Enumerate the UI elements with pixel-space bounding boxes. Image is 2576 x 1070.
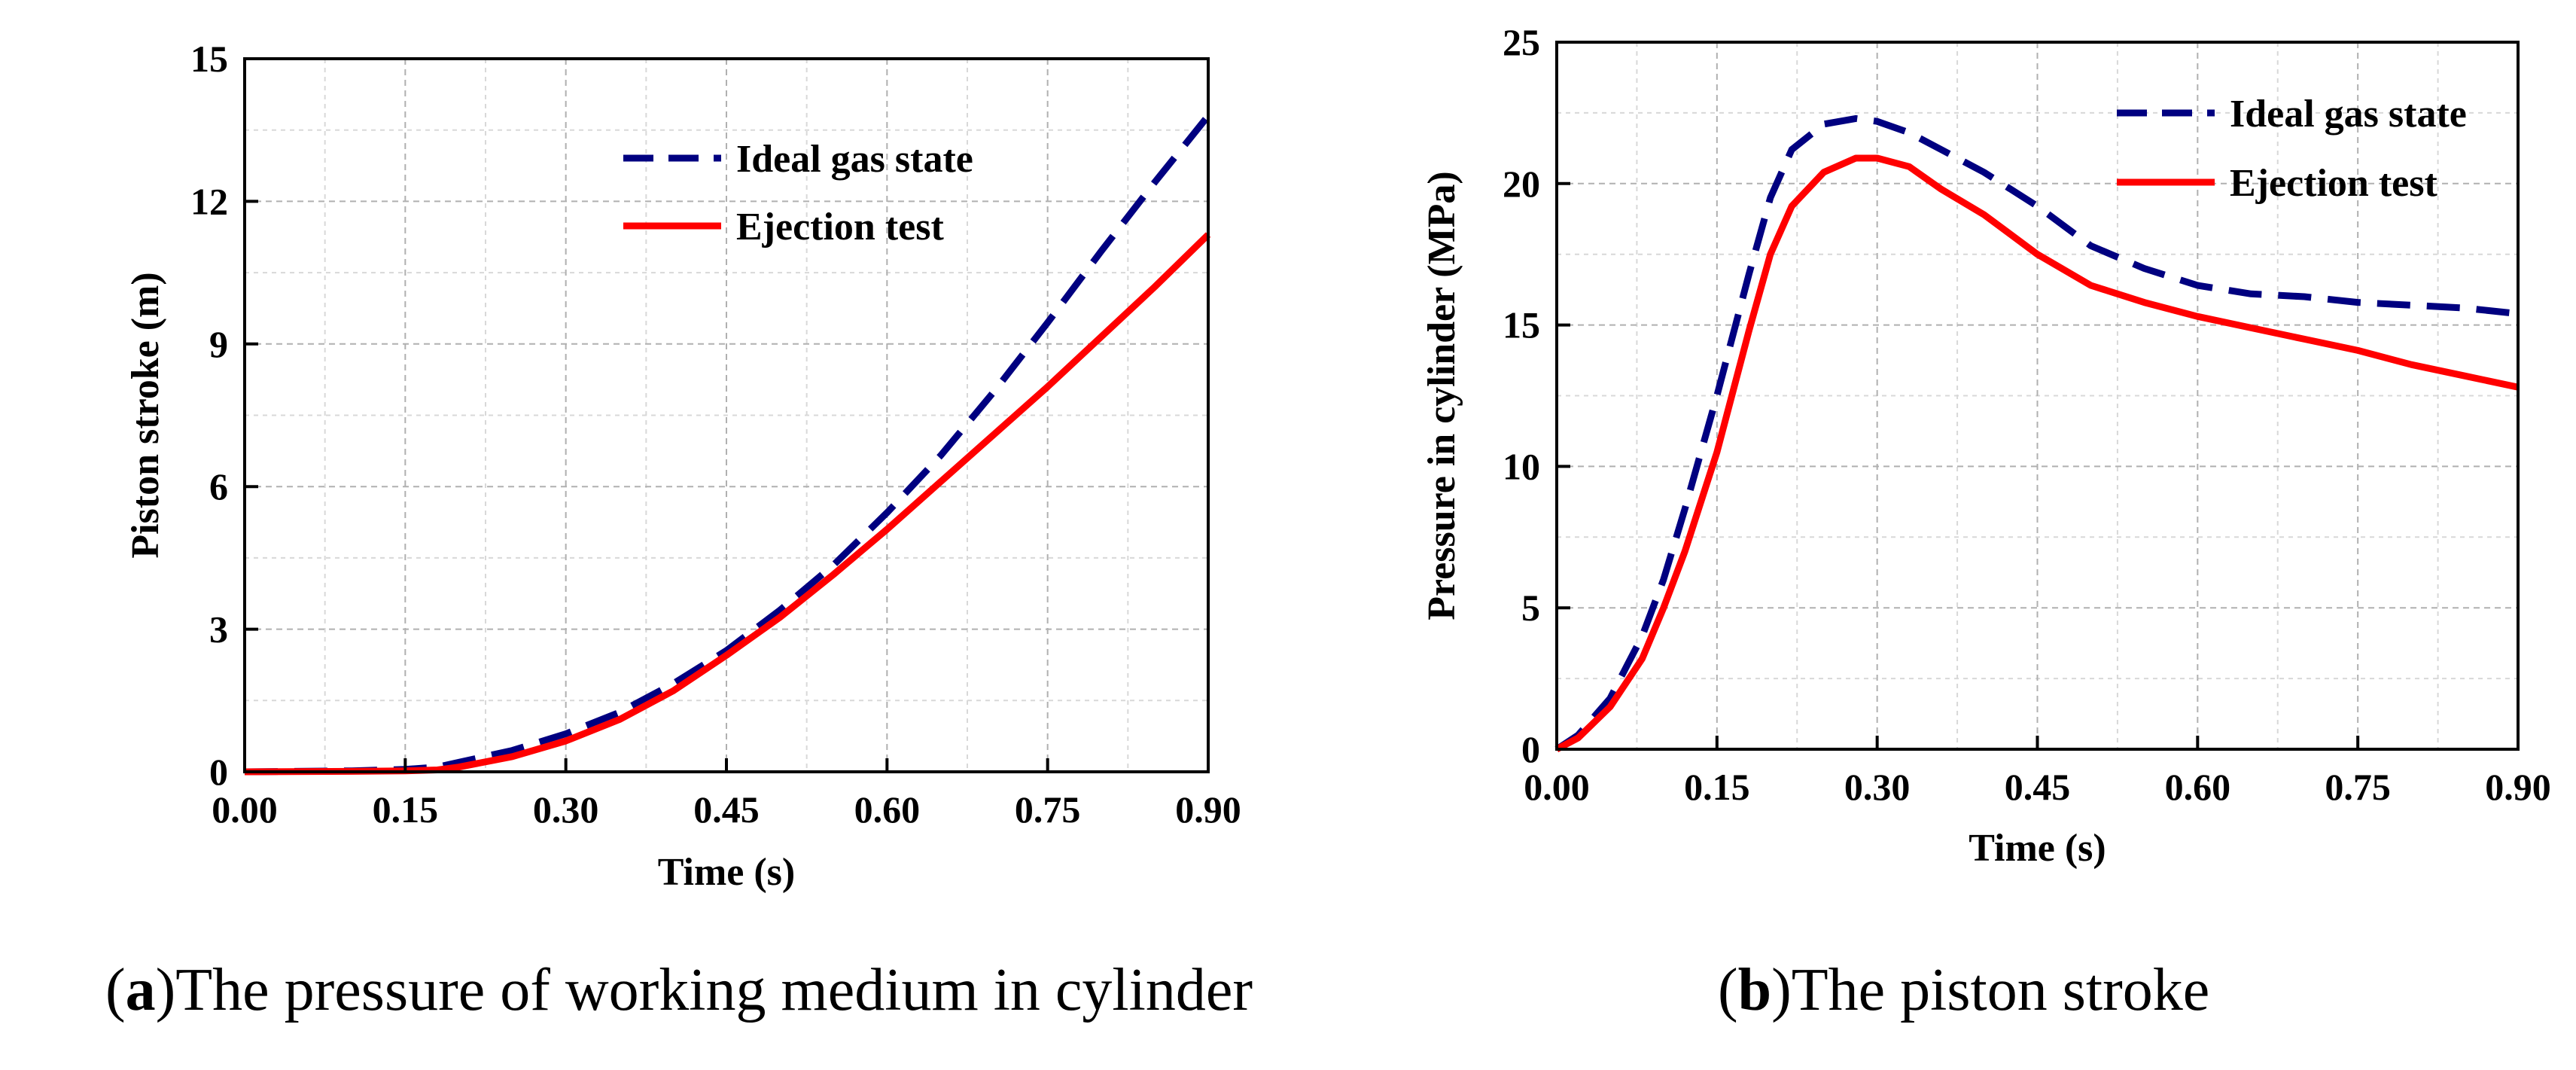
chart-b-xtick-label: 0.00 — [1524, 766, 1590, 808]
chart-b-legend-label-ejection-test: Ejection test — [2230, 162, 2437, 205]
chart-b-xtick-label: 0.15 — [1684, 766, 1750, 808]
chart-b-xtick-label: 0.45 — [2005, 766, 2071, 808]
chart-a-legend-label-ideal-gas-state: Ideal gas state — [736, 138, 973, 181]
chart-b-legend: Ideal gas state Ejection test — [2117, 93, 2467, 205]
chart-b-series-ejection-test — [1554, 154, 2519, 752]
chart-b-series-ideal-gas-state — [1554, 114, 2519, 752]
chart-a-xtick-label: 0.60 — [854, 788, 921, 831]
chart-b-ytick-label: 15 — [1503, 304, 1540, 346]
chart-a-ytick-label: 15 — [190, 38, 228, 80]
chart-b-legend-label-ideal-gas-state: Ideal gas state — [2230, 93, 2467, 136]
chart-b-ytick-label: 25 — [1503, 21, 1540, 63]
chart-a-xtick-label: 0.15 — [373, 788, 439, 831]
chart-a-ytick-label: 12 — [190, 180, 228, 222]
caption-b-open: ( — [1718, 957, 1738, 1023]
caption-b-letter: b — [1737, 957, 1772, 1023]
chart-a-xtick-label: 0.00 — [212, 788, 278, 831]
caption-a-open: ( — [105, 957, 126, 1023]
chart-b-xtick-label: 0.75 — [2325, 766, 2391, 808]
chart-a-xtick-label: 0.90 — [1175, 788, 1241, 831]
caption-a-letter: a — [125, 957, 156, 1023]
chart-a-ytick-label: 6 — [209, 465, 228, 508]
chart-a-xtick-label: 0.30 — [533, 788, 599, 831]
chart-b-xtick-label: 0.60 — [2165, 766, 2231, 808]
chart-b-xtick-label: 0.30 — [1844, 766, 1911, 808]
caption-b-text: )The piston stroke — [1771, 957, 2210, 1023]
chart-a-ytick-label: 3 — [209, 608, 228, 651]
chart-b-ytick-label: 5 — [1521, 587, 1540, 629]
caption-a: (a)The pressure of working medium in cyl… — [105, 956, 1253, 1025]
chart-a-xtick-label: 0.45 — [693, 788, 760, 831]
chart-b-xlabel: Time (s) — [1969, 827, 2106, 870]
chart-a-ytick-label: 0 — [209, 751, 228, 793]
chart-a-xtick-label: 0.75 — [1015, 788, 1081, 831]
chart-b-ytick-label: 20 — [1503, 163, 1540, 205]
chart-a-ylabel: Piston stroke (m) — [124, 272, 167, 558]
chart-a-legend-label-ejection-test: Ejection test — [736, 206, 944, 248]
chart-b: 0.00 0.15 0.30 0.45 0.60 0.75 0.90 0 5 10 15 20 25 Ti… — [1420, 21, 2551, 870]
chart-a-series-ideal-gas-state — [244, 113, 1211, 776]
chart-b-ytick-label: 10 — [1503, 445, 1540, 487]
chart-b-ylabel: Pressure in cylinder (MPa) — [1420, 171, 1463, 620]
chart-b-ytick-label: 0 — [1521, 728, 1540, 770]
chart-a-xlabel: Time (s) — [658, 851, 795, 894]
chart-b-xtick-label: 0.90 — [2485, 766, 2551, 808]
caption-b: (b)The piston stroke — [1718, 956, 2209, 1025]
chart-a-series-ejection-test — [244, 232, 1211, 776]
chart-a-legend: Ideal gas state Ejection test — [623, 138, 973, 248]
chart-a: 0.00 0.15 0.30 0.45 0.60 0.75 0.90 0 3 6 9 12 15 Time… — [124, 38, 1241, 894]
caption-a-text: )The pressure of working medium in cylin… — [155, 957, 1253, 1023]
chart-a-ytick-label: 9 — [209, 323, 228, 365]
